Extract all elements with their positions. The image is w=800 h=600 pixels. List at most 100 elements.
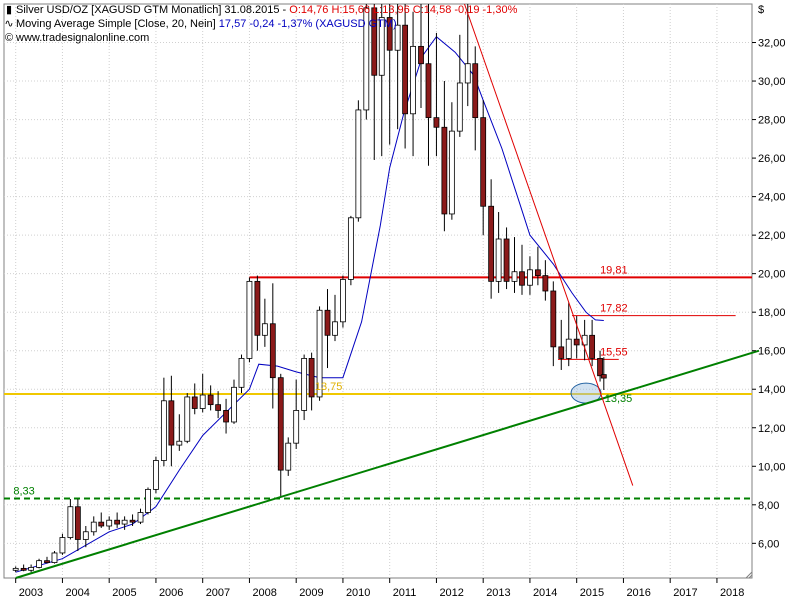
- x-tick-label: 2018: [720, 587, 744, 599]
- chart-header-line-1: ▮ Silver USD/OZ [XAGUSD GTM Monatlich] 31…: [4, 4, 517, 16]
- candle-body: [106, 519, 113, 527]
- candle: [254, 275, 261, 351]
- candle-body: [90, 521, 97, 533]
- candle-body: [600, 374, 607, 379]
- y-tick-label: 12,00: [758, 423, 786, 435]
- x-tick-label: 2009: [299, 587, 323, 599]
- candle: [534, 246, 541, 286]
- x-tick-label: 2005: [112, 587, 136, 599]
- candle-body: [558, 346, 565, 359]
- x-tick-label: 2003: [19, 587, 43, 599]
- candle: [550, 281, 557, 367]
- candle-body: [301, 358, 308, 411]
- candle-body: [565, 338, 572, 359]
- candle: [308, 352, 315, 411]
- candle: [168, 375, 175, 467]
- candle-body: [261, 323, 268, 336]
- candle-body: [527, 269, 533, 286]
- candle: [589, 319, 596, 367]
- candle-body: [534, 269, 541, 276]
- candle-body: [199, 394, 206, 409]
- candle-body: [20, 567, 27, 571]
- candle-body: [472, 63, 479, 119]
- candle: [44, 556, 50, 564]
- candle-body: [597, 358, 603, 377]
- candle: [12, 566, 19, 573]
- chart-header-line-2: ∿ Moving Average Simple [Close, 20, Nein]…: [4, 18, 396, 30]
- candle-body: [191, 396, 198, 409]
- trendline-long-term-uptrend: [15, 349, 760, 579]
- candle-body: [495, 238, 502, 282]
- candle: [184, 393, 191, 444]
- candle-body: [402, 24, 409, 115]
- candle: [301, 354, 308, 421]
- y-tick-label: 6,00: [758, 538, 779, 550]
- candle: [495, 212, 502, 293]
- x-tick-label: 2012: [439, 587, 463, 599]
- x-tick-label: 2010: [346, 587, 370, 599]
- candle: [145, 487, 151, 515]
- level-label-support-low: 8,33: [13, 485, 34, 497]
- candle-body: [36, 560, 42, 568]
- annotations: 19,81 17,82 15,55 13,75 8,33 13,35: [13, 264, 632, 497]
- candle-body: [246, 280, 253, 359]
- candle: [597, 350, 603, 382]
- candle: [340, 275, 346, 328]
- y-tick-label: 28,00: [758, 115, 786, 127]
- trendlines: [15, 3, 760, 579]
- candle: [425, 4, 432, 166]
- candle-body: [480, 117, 487, 207]
- candle: [371, 4, 378, 161]
- candle: [67, 499, 74, 540]
- candle: [542, 260, 549, 301]
- plot-frame: [3, 3, 753, 579]
- candle: [285, 437, 292, 476]
- candle: [28, 564, 35, 573]
- candle-body: [145, 488, 151, 513]
- candle-body: [308, 358, 315, 398]
- candle-body: [98, 521, 105, 527]
- candle: [51, 551, 58, 564]
- candle-body: [184, 396, 191, 442]
- candle-body: [74, 506, 81, 540]
- candle: [600, 357, 607, 391]
- candle: [59, 533, 66, 555]
- y-tick-label: 24,00: [758, 192, 786, 204]
- candle-body: [418, 45, 424, 65]
- candle-body: [51, 552, 58, 563]
- candle-body: [207, 394, 214, 406]
- candle-body: [223, 410, 229, 423]
- candle: [153, 456, 159, 494]
- currency-label: $: [758, 4, 765, 16]
- candle: [402, 4, 409, 149]
- trendline-downtrend: [464, 3, 634, 486]
- y-tick-label: 14,00: [758, 384, 786, 396]
- candle-body: [542, 275, 549, 292]
- candle: [261, 298, 268, 347]
- candle: [199, 373, 206, 413]
- candle-body: [254, 280, 261, 336]
- candle: [176, 414, 183, 451]
- candle-body: [433, 117, 440, 128]
- candle-body: [410, 45, 416, 115]
- candles: [12, 4, 607, 573]
- candle: [386, 4, 393, 145]
- candle: [558, 319, 565, 370]
- candle: [82, 525, 89, 548]
- copyright-icon: ©: [4, 32, 14, 44]
- candle-body: [371, 7, 378, 76]
- candle-body: [44, 560, 50, 563]
- candle: [215, 391, 222, 419]
- candle: [355, 100, 362, 222]
- level-label-resistance: 19,81: [600, 264, 628, 276]
- y-tick-label: 10,00: [758, 461, 786, 473]
- candle: [363, 4, 370, 120]
- level-label-resistance-2: 17,82: [600, 303, 628, 315]
- candle: [246, 277, 253, 363]
- candle: [223, 398, 229, 434]
- candle-body: [464, 63, 471, 84]
- indicator-label: Moving Average Simple [Close, 20, Nein]: [16, 18, 219, 30]
- candle-body: [82, 531, 89, 540]
- x-tick-label: 2013: [486, 587, 510, 599]
- candle-body: [378, 17, 385, 76]
